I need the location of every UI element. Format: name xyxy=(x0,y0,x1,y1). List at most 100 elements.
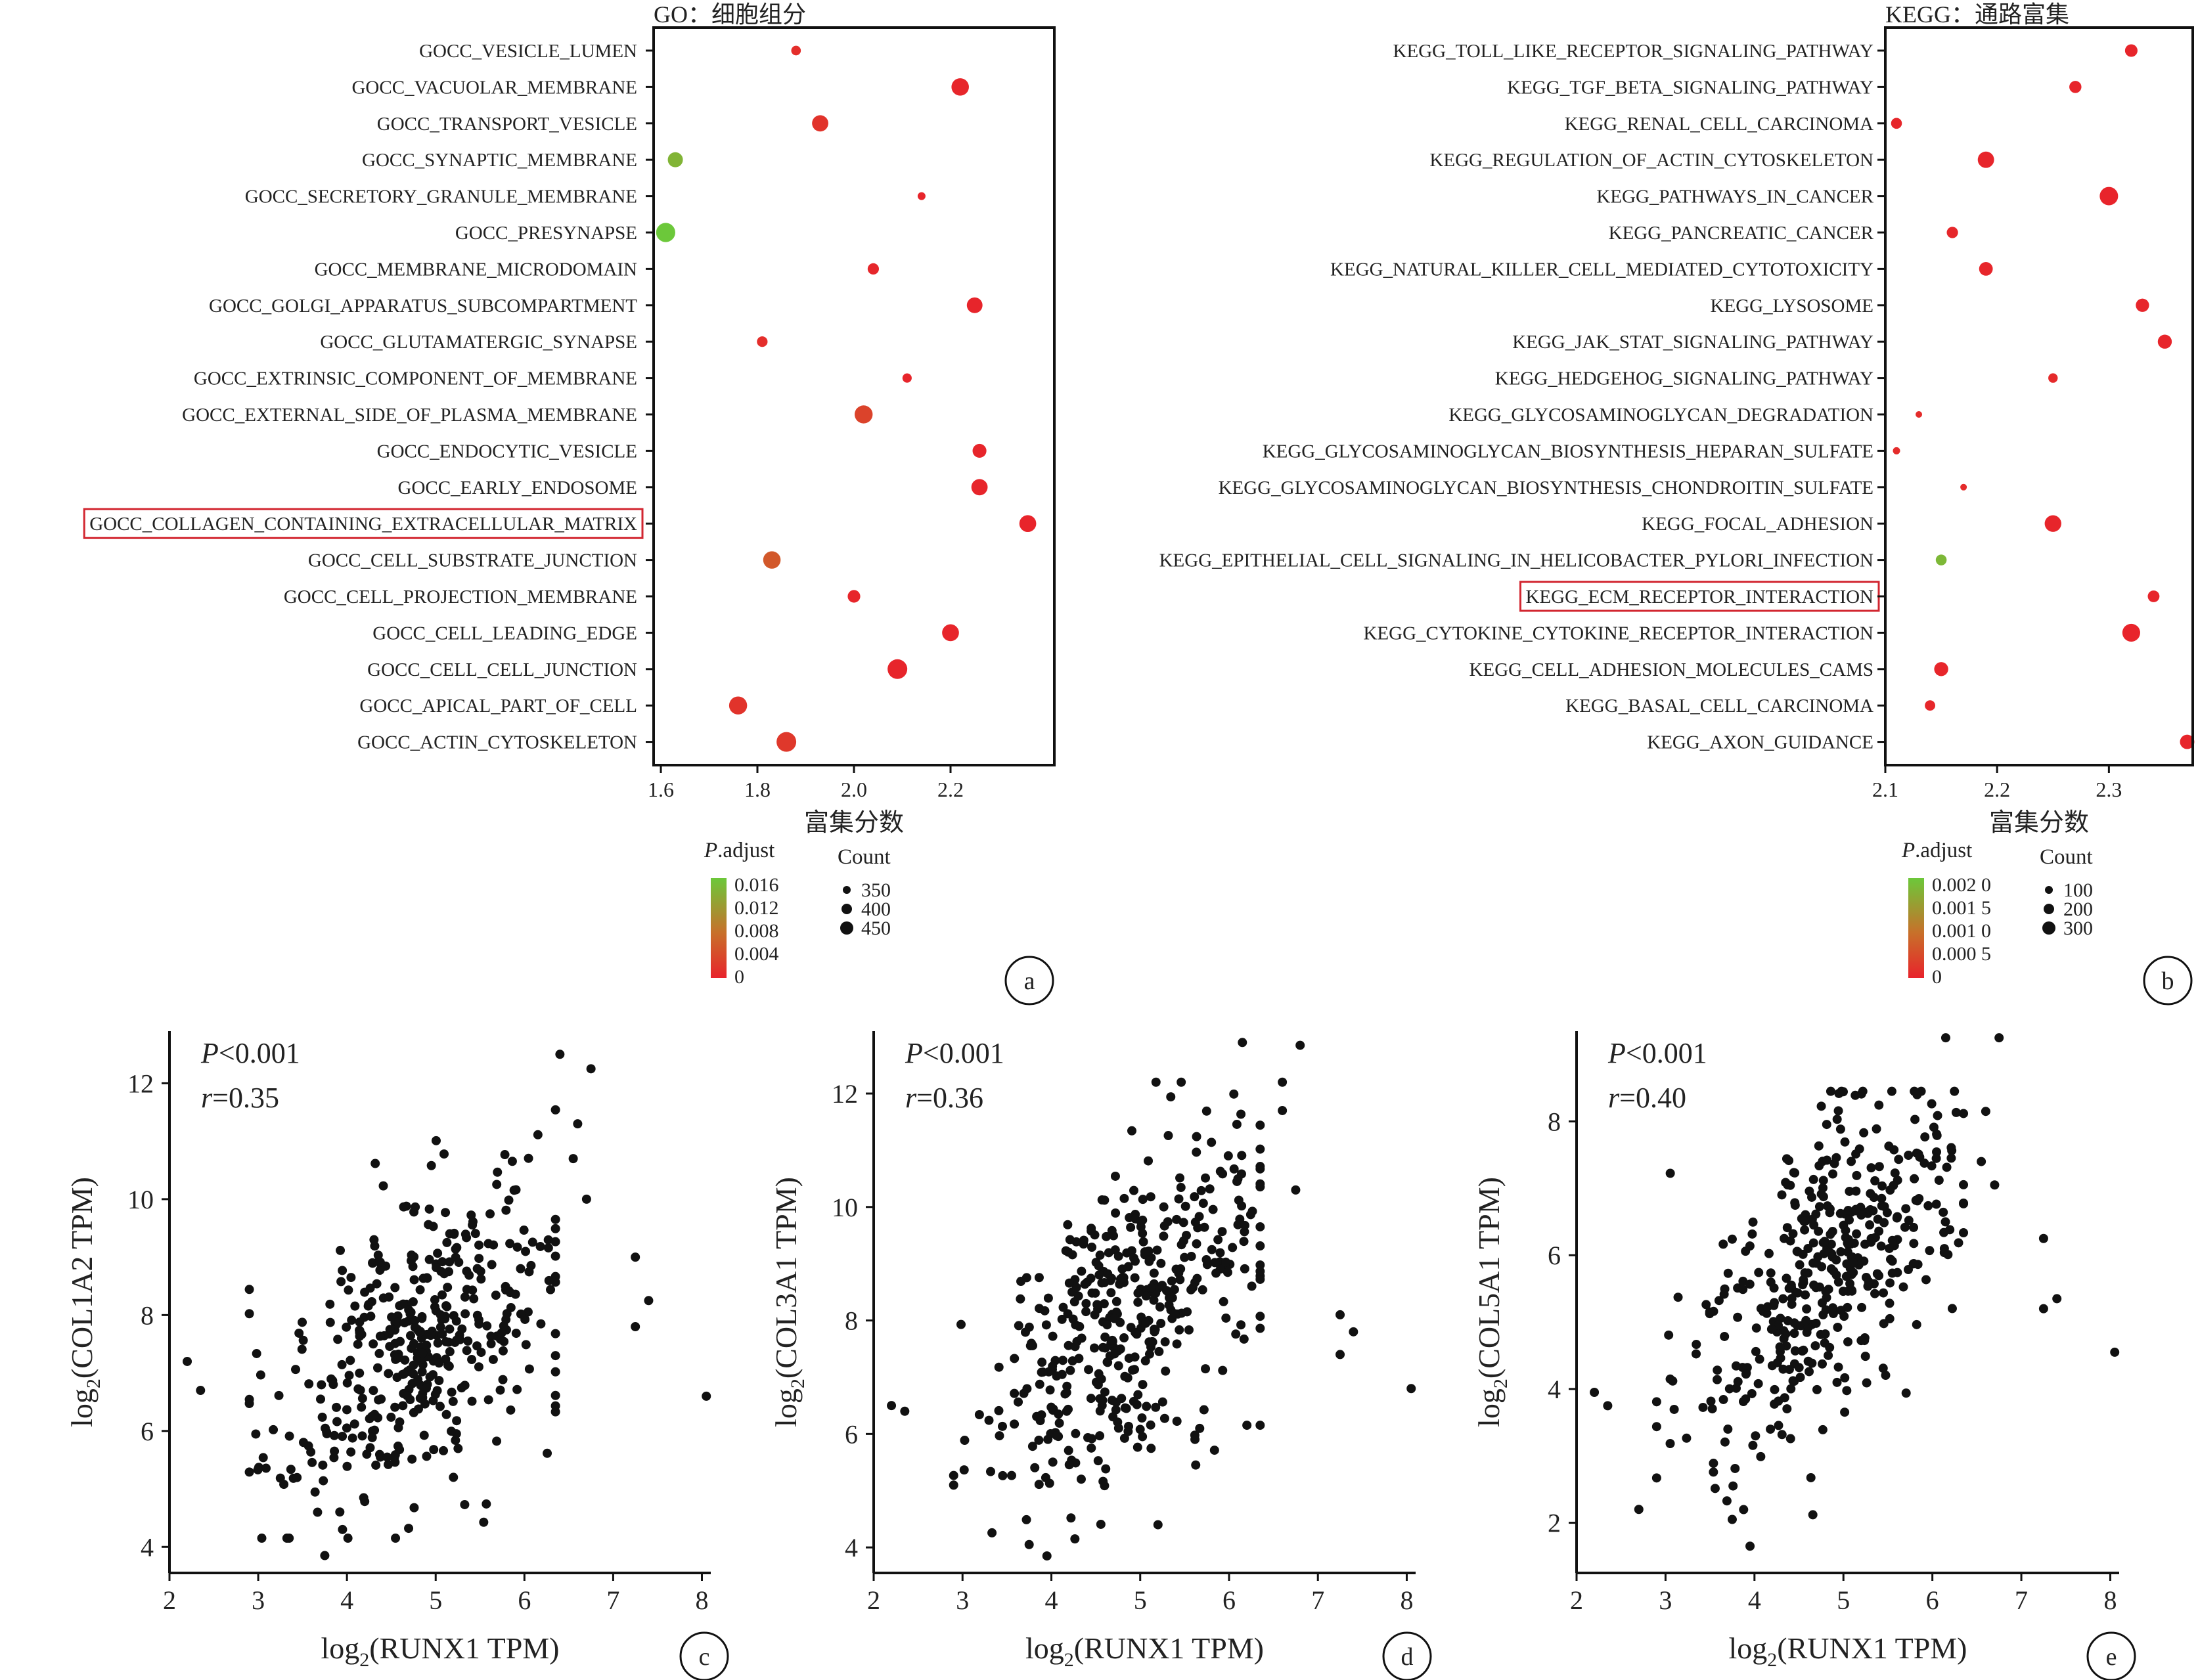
scatter-point xyxy=(390,1338,400,1348)
scatter-point xyxy=(1840,1373,1850,1382)
scatter-point xyxy=(457,1383,466,1393)
scatter-point xyxy=(1097,1195,1107,1205)
scatter-point xyxy=(1231,1329,1241,1339)
scatter-point xyxy=(1794,1363,1804,1373)
scatter-point xyxy=(410,1323,420,1333)
scatter-point xyxy=(1781,1329,1791,1339)
scatter-point xyxy=(1682,1433,1692,1443)
scatter-point xyxy=(415,1393,425,1403)
x-tick-label: 4 xyxy=(1044,1585,1058,1615)
scatter-point xyxy=(1868,1206,1878,1216)
scatter-point xyxy=(1255,1266,1265,1276)
scatter-point xyxy=(1043,1293,1053,1303)
enrichment-dot xyxy=(972,443,987,458)
scatter-point xyxy=(535,1241,545,1251)
scatter-point xyxy=(1942,1162,1952,1172)
scatter-point xyxy=(284,1534,294,1543)
scatter-point xyxy=(328,1380,338,1390)
scatter-point xyxy=(1138,1195,1148,1205)
scatter-point xyxy=(1862,1378,1872,1388)
scatter-point xyxy=(1094,1270,1104,1280)
scatter-point xyxy=(1929,1122,1939,1132)
y-tick-label: 8 xyxy=(141,1300,154,1330)
scatter-point xyxy=(550,1367,560,1377)
scatter-point xyxy=(399,1202,409,1212)
panel-b-plot-frame xyxy=(1884,26,2194,766)
scatter-point xyxy=(1814,1226,1824,1236)
scatter-point xyxy=(492,1180,502,1189)
x-tick-label: 2.3 xyxy=(2096,778,2122,801)
scatter-point xyxy=(393,1353,403,1363)
scatter-point xyxy=(1665,1439,1675,1449)
scatter-point xyxy=(1138,1432,1148,1442)
scatter-point xyxy=(1043,1434,1053,1444)
scatter-point xyxy=(1820,1329,1830,1339)
scatter-point xyxy=(1959,1109,1969,1118)
y-tick-label: 6 xyxy=(845,1419,858,1449)
scatter-point xyxy=(291,1365,301,1375)
scatter-point xyxy=(422,1273,432,1283)
scatter-point xyxy=(586,1064,596,1074)
scatter-point xyxy=(1840,1407,1850,1417)
scatter-point xyxy=(1035,1304,1044,1314)
scatter-point xyxy=(1255,1323,1265,1333)
scatter-point xyxy=(1814,1141,1824,1151)
scatter-point xyxy=(1100,1343,1110,1353)
scatter-point xyxy=(1843,1238,1852,1248)
enrichment-dot xyxy=(2048,373,2058,383)
scatter-point xyxy=(1096,1519,1106,1529)
scatter-point xyxy=(1828,1169,1838,1179)
x-axis-label: log2(RUNX1 TPM) xyxy=(1025,1631,1264,1671)
scatter-point xyxy=(442,1237,452,1247)
scatter-point xyxy=(1221,1257,1231,1267)
scatter-point xyxy=(1190,1434,1200,1444)
scatter-point xyxy=(1207,1245,1217,1254)
scatter-point xyxy=(422,1340,432,1350)
scatter-point xyxy=(1035,1416,1045,1426)
scatter-point xyxy=(1931,1199,1941,1209)
scatter-point xyxy=(1934,1176,1944,1185)
scatter-point xyxy=(467,1396,477,1406)
scatter-point xyxy=(387,1312,397,1322)
scatter-point xyxy=(1146,1192,1155,1202)
scatter-point xyxy=(344,1285,353,1295)
scatter-point xyxy=(454,1257,464,1267)
scatter-point xyxy=(1100,1332,1110,1342)
scatter-point xyxy=(1096,1374,1106,1384)
scatter-point xyxy=(956,1319,966,1329)
scatter-point xyxy=(998,1470,1008,1480)
scatter-point xyxy=(1091,1258,1101,1268)
scatter-point xyxy=(431,1136,441,1145)
scatter-point xyxy=(1161,1366,1171,1376)
padj-legend-label: 0.002 0 xyxy=(1932,874,1991,896)
scatter-point xyxy=(453,1444,463,1453)
scatter-point xyxy=(1723,1268,1733,1278)
scatter-point xyxy=(1172,1339,1182,1349)
scatter-point xyxy=(1172,1214,1182,1224)
scatter-point xyxy=(1161,1286,1171,1296)
scatter-point xyxy=(1719,1289,1729,1299)
scatter-point xyxy=(1810,1341,1820,1351)
scatter-point xyxy=(1977,1157,1986,1166)
scatter-point xyxy=(1010,1354,1020,1363)
scatter-point xyxy=(1939,1207,1948,1217)
count-legend-title: Count xyxy=(838,845,891,869)
scatter-point xyxy=(428,1370,438,1380)
scatter-point xyxy=(258,1453,268,1463)
scatter-point xyxy=(498,1346,508,1356)
x-axis-label: log2(RUNX1 TPM) xyxy=(321,1631,559,1671)
x-tick-label: 6 xyxy=(1926,1585,1939,1615)
scatter-point xyxy=(1950,1086,1960,1096)
scatter-point xyxy=(1874,1271,1884,1281)
term-label: KEGG_EPITHELIAL_CELL_SIGNALING_IN_HELICO… xyxy=(1159,550,1873,571)
scatter-point xyxy=(1217,1227,1227,1237)
scatter-point xyxy=(1866,1237,1876,1247)
scatter-point xyxy=(485,1209,495,1219)
scatter-point xyxy=(1947,1304,1957,1314)
scatter-point xyxy=(507,1157,517,1166)
scatter-point xyxy=(1067,1250,1077,1260)
term-label: GOCC_PRESYNAPSE xyxy=(455,223,637,244)
scatter-point xyxy=(252,1348,261,1358)
panel-c-scatter: 2 3 4 5 6 7 8 4 6 8 10 12 log2(RUNX1 TPM) log2(COL1A2… xyxy=(65,1031,729,1680)
x-tick-label: 7 xyxy=(606,1585,619,1615)
